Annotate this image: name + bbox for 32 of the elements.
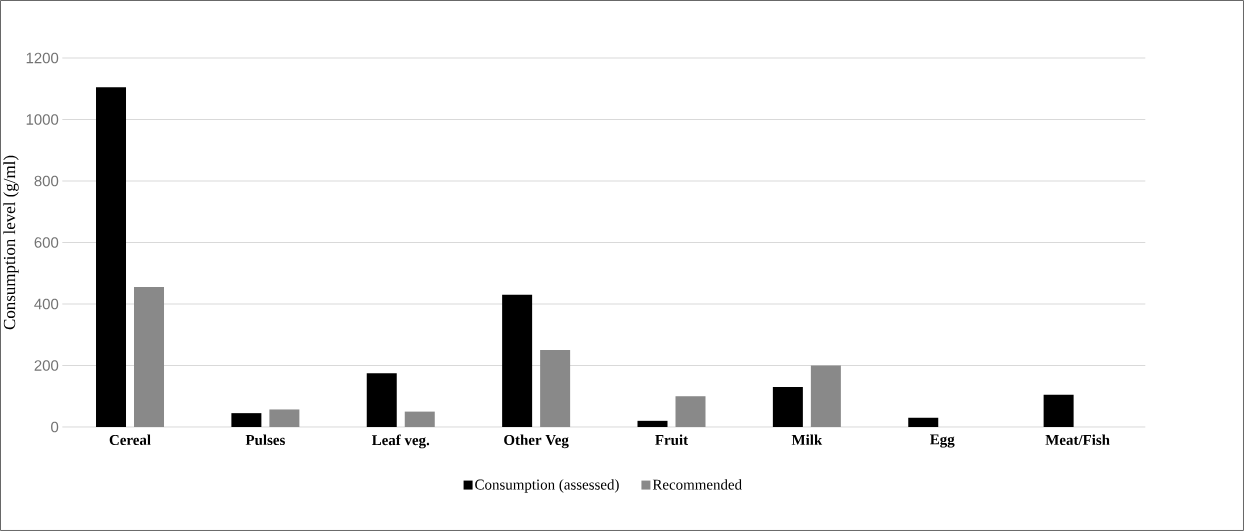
y-tick-label: 800: [34, 175, 59, 187]
x-tick-label: Egg: [930, 434, 955, 448]
bar: [404, 411, 435, 427]
bar: [231, 413, 262, 427]
x-tick-label: Meat/Fish: [1045, 434, 1110, 446]
bar: [637, 420, 668, 427]
bar: [269, 409, 300, 427]
bar: [134, 287, 165, 427]
bar: [908, 417, 939, 427]
y-tick-label: 1000: [26, 114, 59, 125]
y-tick-label: 200: [34, 360, 59, 371]
x-tick-label: Fruit: [655, 434, 689, 446]
y-axis-title: Consumption level (g/ml): [3, 155, 19, 330]
y-tick-label: 0: [51, 421, 59, 433]
y-tick-label: 600: [34, 237, 59, 248]
y-tick-label: 400: [34, 298, 59, 310]
bar: [96, 87, 127, 427]
bar: [502, 294, 533, 427]
bar: [1043, 394, 1074, 427]
bar: [540, 350, 571, 427]
bar: [810, 365, 841, 427]
bar: [772, 387, 803, 427]
y-tick-label: 1200: [26, 52, 59, 64]
bar: [366, 373, 397, 427]
x-tick-label: Pulses: [245, 434, 285, 446]
x-tick-label: Leaf veg.: [371, 434, 430, 449]
bar: [675, 396, 706, 427]
legend-label: Recommended: [652, 479, 742, 490]
x-tick-label: Milk: [791, 434, 823, 445]
legend-label: Consumption (assessed): [475, 479, 619, 493]
x-tick-label: Other Veg: [504, 434, 569, 449]
x-tick-label: Cereal: [109, 434, 151, 446]
